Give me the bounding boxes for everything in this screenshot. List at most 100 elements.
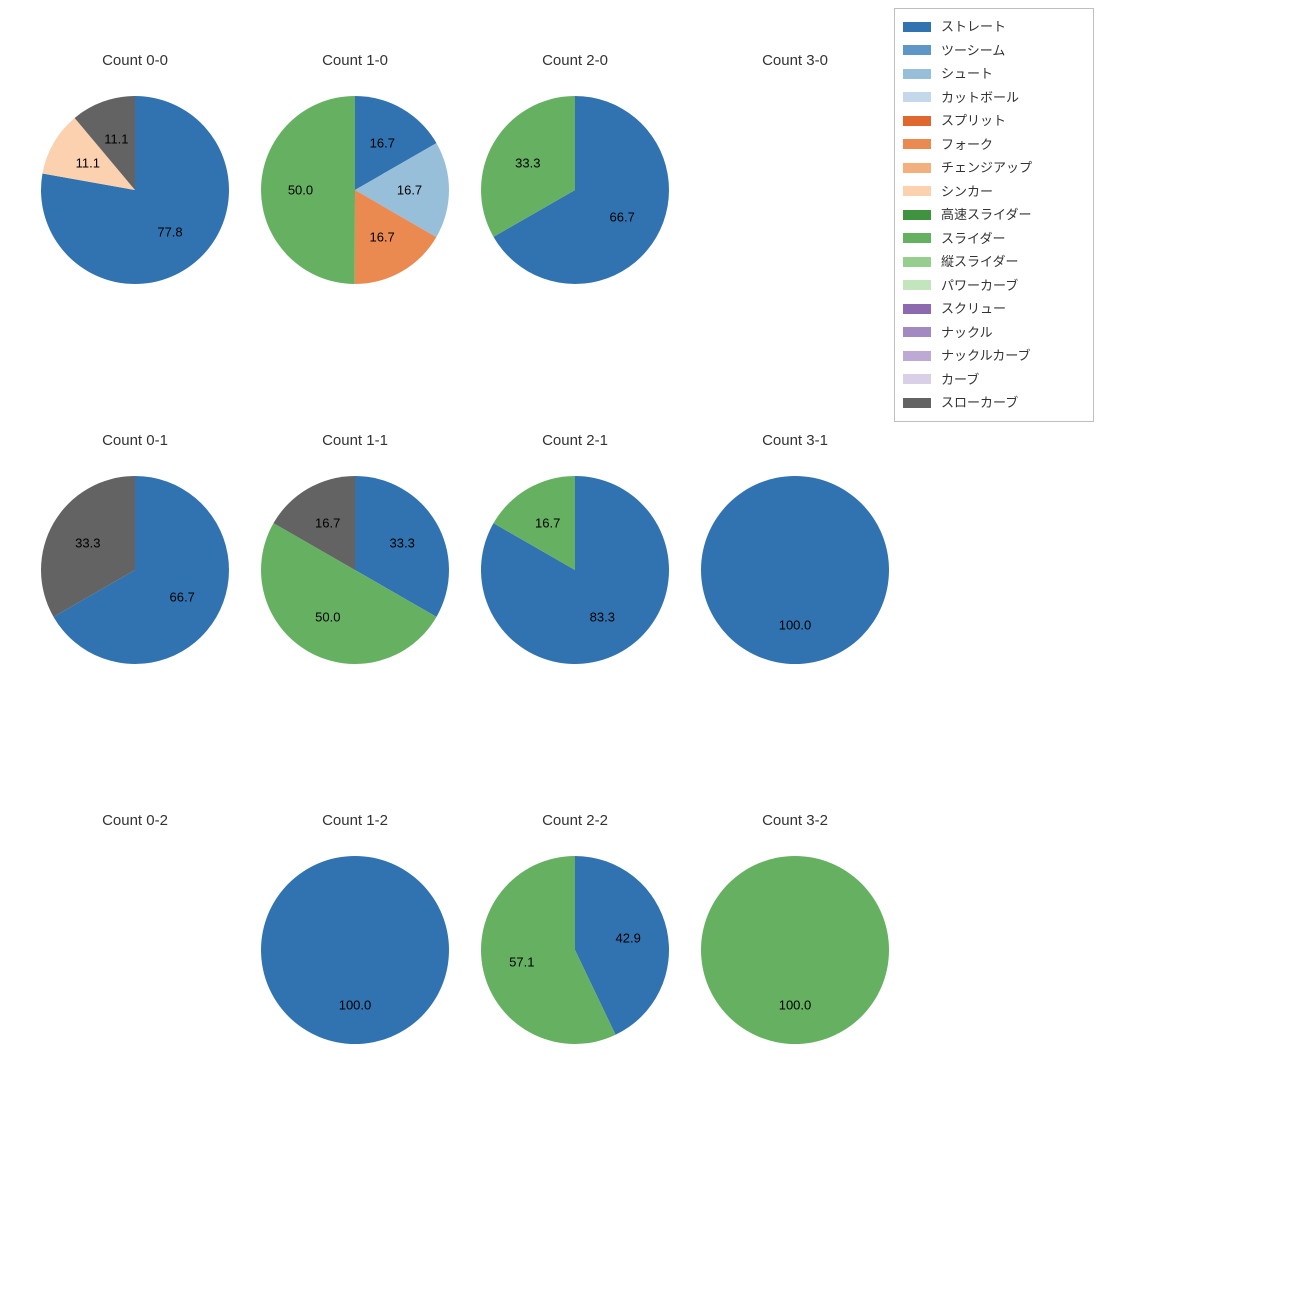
chart-count-1-0: Count 1-016.716.716.750.0 — [245, 60, 465, 440]
legend-item: スライダー — [903, 227, 1085, 251]
legend-swatch — [903, 233, 931, 243]
legend-item: ナックル — [903, 321, 1085, 345]
legend-item: ストレート — [903, 15, 1085, 39]
legend-swatch — [903, 163, 931, 173]
chart-title: Count 1-0 — [245, 52, 465, 69]
legend-swatch — [903, 374, 931, 384]
legend-item: カーブ — [903, 368, 1085, 392]
legend-item: スプリット — [903, 109, 1085, 133]
pie — [41, 96, 229, 284]
pie-slice-label: 50.0 — [288, 182, 313, 197]
legend-swatch — [903, 92, 931, 102]
chart-count-2-0: Count 2-066.733.3 — [465, 60, 685, 440]
chart-count-2-2: Count 2-242.957.1 — [465, 820, 685, 1200]
legend-item: スローカーブ — [903, 391, 1085, 415]
chart-count-3-1: Count 3-1100.0 — [685, 440, 905, 820]
pie-slice-label: 66.7 — [610, 210, 635, 225]
chart-title: Count 3-2 — [685, 812, 905, 829]
pie-slice-label: 33.3 — [75, 535, 100, 550]
legend-label: フォーク — [941, 138, 993, 151]
chart-title: Count 2-2 — [465, 812, 685, 829]
legend-label: 縦スライダー — [941, 255, 1018, 268]
legend-swatch — [903, 351, 931, 361]
legend-label: シュート — [941, 67, 993, 80]
legend-item: ツーシーム — [903, 39, 1085, 63]
legend-label: ナックル — [941, 326, 993, 339]
legend-label: ストレート — [941, 20, 1006, 33]
pie-slice-label: 50.0 — [315, 610, 340, 625]
pie-slice — [701, 856, 889, 1044]
pie-slice-label: 33.3 — [390, 535, 415, 550]
legend-swatch — [903, 22, 931, 32]
pie-slice-label: 100.0 — [339, 997, 372, 1012]
chart-count-1-1: Count 1-133.350.016.7 — [245, 440, 465, 820]
pie — [701, 856, 889, 1044]
legend: ストレートツーシームシュートカットボールスプリットフォークチェンジアップシンカー… — [894, 8, 1094, 422]
pie-slice-label: 16.7 — [370, 135, 395, 150]
chart-title: Count 1-2 — [245, 812, 465, 829]
chart-title: Count 0-1 — [25, 432, 245, 449]
pie-slice-label: 11.1 — [76, 155, 100, 170]
pie — [481, 856, 669, 1044]
legend-item: カットボール — [903, 86, 1085, 110]
legend-item: パワーカーブ — [903, 274, 1085, 298]
legend-swatch — [903, 257, 931, 267]
chart-count-3-2: Count 3-2100.0 — [685, 820, 905, 1200]
pie-slice-label: 83.3 — [590, 610, 615, 625]
legend-item: スクリュー — [903, 297, 1085, 321]
legend-swatch — [903, 304, 931, 314]
chart-title: Count 2-1 — [465, 432, 685, 449]
chart-count-1-2: Count 1-2100.0 — [245, 820, 465, 1200]
legend-swatch — [903, 69, 931, 79]
legend-label: ツーシーム — [941, 44, 1005, 57]
legend-swatch — [903, 210, 931, 220]
chart-title: Count 3-1 — [685, 432, 905, 449]
legend-item: 高速スライダー — [903, 203, 1085, 227]
chart-title: Count 0-0 — [25, 52, 245, 69]
pie — [701, 476, 889, 664]
chart-title: Count 1-1 — [245, 432, 465, 449]
legend-swatch — [903, 327, 931, 337]
pie-slice-label: 16.7 — [315, 515, 340, 530]
chart-count-2-1: Count 2-183.316.7 — [465, 440, 685, 820]
pie-slice-label: 42.9 — [616, 930, 641, 945]
legend-item: シュート — [903, 62, 1085, 86]
pie — [481, 476, 669, 664]
pie-slice-label: 66.7 — [170, 590, 195, 605]
legend-item: ナックルカーブ — [903, 344, 1085, 368]
pie-slice-label: 100.0 — [779, 617, 812, 632]
legend-swatch — [903, 280, 931, 290]
legend-label: スプリット — [941, 114, 1006, 127]
pie — [261, 856, 449, 1044]
pie-slice-label: 16.7 — [397, 183, 422, 198]
legend-label: スローカーブ — [941, 396, 1018, 409]
legend-item: フォーク — [903, 133, 1085, 157]
legend-label: カットボール — [941, 91, 1019, 104]
legend-swatch — [903, 116, 931, 126]
chart-title: Count 0-2 — [25, 812, 245, 829]
legend-label: スライダー — [941, 232, 1005, 245]
legend-label: カーブ — [941, 373, 979, 386]
chart-count-3-0: Count 3-0 — [685, 60, 905, 440]
legend-label: 高速スライダー — [941, 208, 1031, 221]
chart-title: Count 2-0 — [465, 52, 685, 69]
chart-title: Count 3-0 — [685, 52, 905, 69]
legend-label: シンカー — [941, 185, 993, 198]
chart-count-0-2: Count 0-2 — [25, 820, 245, 1200]
legend-swatch — [903, 139, 931, 149]
pie-slice-label: 16.7 — [369, 230, 394, 245]
chart-grid: Count 0-077.811.111.1Count 1-016.716.716… — [0, 0, 1300, 1300]
legend-item: チェンジアップ — [903, 156, 1085, 180]
legend-label: チェンジアップ — [941, 161, 1032, 174]
legend-swatch — [903, 186, 931, 196]
legend-label: ナックルカーブ — [941, 349, 1030, 362]
pie-slice — [701, 476, 889, 664]
pie — [41, 476, 229, 664]
pie — [261, 476, 449, 664]
pie-slice-label: 100.0 — [779, 997, 812, 1012]
chart-count-0-1: Count 0-166.733.3 — [25, 440, 245, 820]
legend-swatch — [903, 398, 931, 408]
pie-slice-label: 57.1 — [509, 955, 534, 970]
pie-slice-label: 77.8 — [157, 224, 182, 239]
legend-swatch — [903, 45, 931, 55]
